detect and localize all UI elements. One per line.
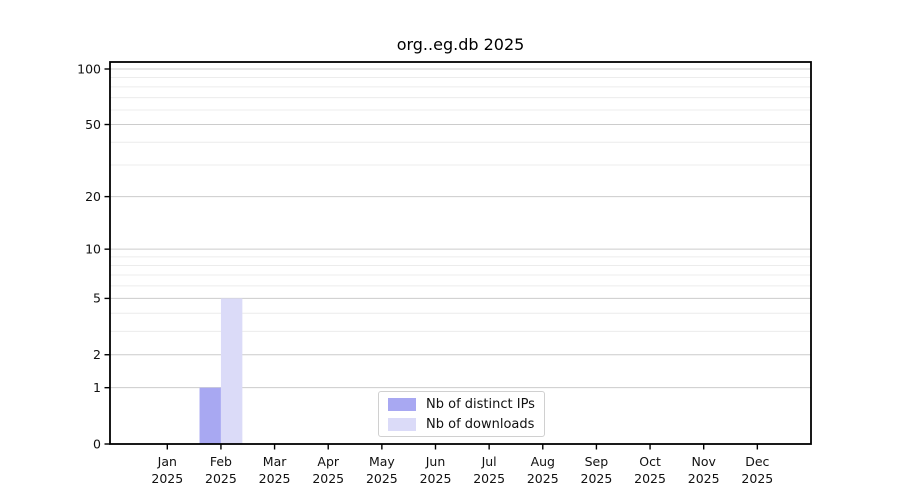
- x-tick-label-month: May: [369, 454, 395, 469]
- x-tick-label-month: Jan: [157, 454, 177, 469]
- y-tick-label: 100: [77, 61, 101, 76]
- x-tick-label-year: 2025: [151, 471, 183, 486]
- plot-border: [109, 61, 812, 445]
- y-tick-label: 10: [85, 241, 101, 256]
- x-tick-label-month: Dec: [745, 454, 769, 469]
- distinct-ips-swatch-icon: [388, 397, 416, 411]
- x-tick-label-year: 2025: [527, 471, 559, 486]
- x-tick-label-month: Aug: [531, 454, 555, 469]
- y-tick-label: 20: [85, 189, 101, 204]
- x-tick-label-year: 2025: [688, 471, 720, 486]
- legend-row-distinct-ips: Nb of distinct IPs: [388, 396, 535, 413]
- x-tick-label-year: 2025: [741, 471, 773, 486]
- x-tick-label-year: 2025: [581, 471, 613, 486]
- legend-label-downloads: Nb of downloads: [426, 416, 535, 432]
- legend: Nb of distinct IPs Nb of downloads: [378, 391, 545, 437]
- y-tick-label: 5: [93, 291, 101, 306]
- x-tick-label-month: Jul: [481, 454, 497, 469]
- x-tick-label-month: Feb: [210, 454, 232, 469]
- x-tick-label-month: Apr: [317, 454, 339, 469]
- x-tick-label-year: 2025: [420, 471, 452, 486]
- x-tick-label-month: Mar: [263, 454, 287, 469]
- x-tick-label-year: 2025: [312, 471, 344, 486]
- x-tick-label-month: Jun: [425, 454, 446, 469]
- y-tick-label: 2: [93, 347, 101, 362]
- x-tick-label-year: 2025: [473, 471, 505, 486]
- y-tick-label: 50: [85, 117, 101, 132]
- x-tick-label-month: Oct: [639, 454, 661, 469]
- x-tick-label-year: 2025: [634, 471, 666, 486]
- x-tick-label-year: 2025: [259, 471, 291, 486]
- y-tick-label: 1: [93, 380, 101, 395]
- legend-row-downloads: Nb of downloads: [388, 416, 535, 433]
- bar-feb-series0: [199, 387, 221, 444]
- x-tick-label-year: 2025: [205, 471, 237, 486]
- downloads-swatch-icon: [388, 417, 416, 431]
- x-tick-label-month: Nov: [691, 454, 716, 469]
- bar-feb-series1: [220, 298, 243, 444]
- x-tick-label-year: 2025: [366, 471, 398, 486]
- x-tick-label-month: Sep: [585, 454, 609, 469]
- legend-label-distinct-ips: Nb of distinct IPs: [426, 396, 535, 412]
- y-tick-label: 0: [93, 436, 101, 451]
- chart-title: org..eg.db 2025: [396, 35, 525, 54]
